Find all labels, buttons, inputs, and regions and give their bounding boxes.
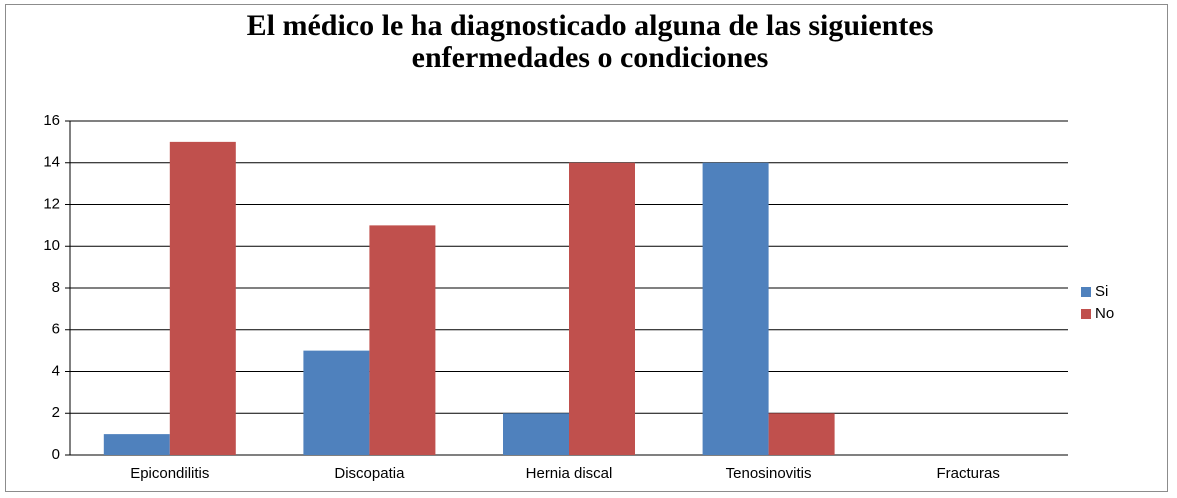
legend-swatch: [1081, 287, 1091, 297]
x-tick-label: Epicondilitis: [130, 465, 209, 482]
chart-frame: [5, 4, 1168, 492]
y-tick-label: 0: [52, 446, 60, 463]
y-tick-label: 16: [43, 112, 60, 129]
x-tick-label: Discopatia: [334, 465, 405, 482]
bar: [369, 225, 436, 455]
legend-label: Si: [1095, 283, 1108, 300]
y-tick-label: 12: [43, 195, 60, 212]
y-tick-label: 4: [52, 362, 60, 379]
x-tick-label: Hernia discal: [526, 465, 613, 482]
legend-label: No: [1095, 305, 1114, 322]
bar: [702, 162, 769, 455]
y-tick-label: 8: [52, 279, 60, 296]
bar: [768, 413, 835, 455]
y-tick-label: 14: [43, 154, 60, 171]
chart-title: El médico le ha diagnosticado alguna de …: [246, 9, 934, 74]
bar: [103, 434, 170, 455]
bar: [303, 350, 370, 455]
bar: [503, 413, 569, 455]
legend-swatch: [1081, 309, 1091, 319]
y-tick-label: 6: [52, 321, 60, 338]
y-tick-label: 10: [43, 237, 60, 254]
bar: [569, 162, 635, 455]
bar: [169, 141, 236, 455]
x-tick-label: Fracturas: [937, 465, 1000, 482]
y-tick-label: 2: [52, 404, 60, 421]
x-tick-label: Tenosinovitis: [726, 465, 812, 482]
